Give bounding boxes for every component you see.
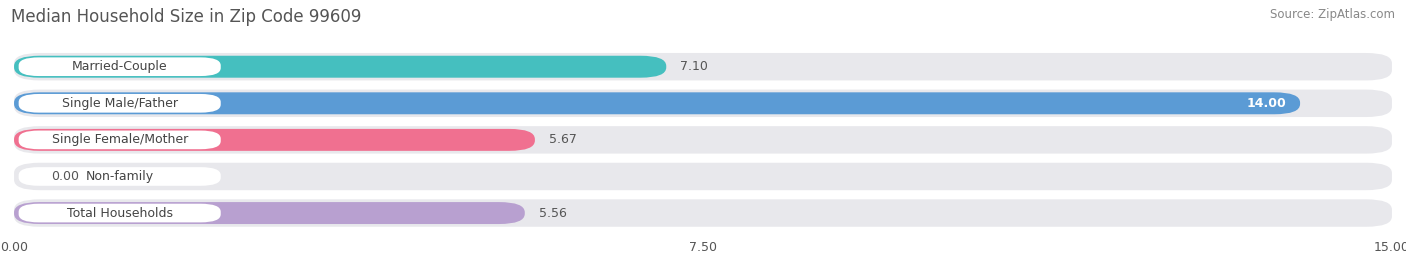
FancyBboxPatch shape — [14, 56, 666, 78]
Text: 14.00: 14.00 — [1247, 97, 1286, 110]
Text: Median Household Size in Zip Code 99609: Median Household Size in Zip Code 99609 — [11, 8, 361, 26]
Text: 0.00: 0.00 — [51, 170, 79, 183]
Text: 5.56: 5.56 — [538, 207, 567, 220]
FancyBboxPatch shape — [14, 199, 1392, 227]
FancyBboxPatch shape — [14, 129, 534, 151]
Text: 7.10: 7.10 — [681, 60, 707, 73]
Text: Non-family: Non-family — [86, 170, 153, 183]
Text: Total Households: Total Households — [66, 207, 173, 220]
FancyBboxPatch shape — [14, 92, 1301, 114]
Text: Single Male/Father: Single Male/Father — [62, 97, 177, 110]
FancyBboxPatch shape — [18, 130, 221, 149]
FancyBboxPatch shape — [14, 163, 1392, 190]
FancyBboxPatch shape — [14, 53, 1392, 80]
Text: Source: ZipAtlas.com: Source: ZipAtlas.com — [1270, 8, 1395, 21]
FancyBboxPatch shape — [18, 94, 221, 113]
FancyBboxPatch shape — [18, 57, 221, 76]
Text: Single Female/Mother: Single Female/Mother — [52, 133, 188, 146]
FancyBboxPatch shape — [18, 167, 221, 186]
FancyBboxPatch shape — [18, 204, 221, 222]
FancyBboxPatch shape — [14, 202, 524, 224]
Text: 5.67: 5.67 — [548, 133, 576, 146]
Text: Married-Couple: Married-Couple — [72, 60, 167, 73]
FancyBboxPatch shape — [14, 126, 1392, 154]
FancyBboxPatch shape — [14, 90, 1392, 117]
